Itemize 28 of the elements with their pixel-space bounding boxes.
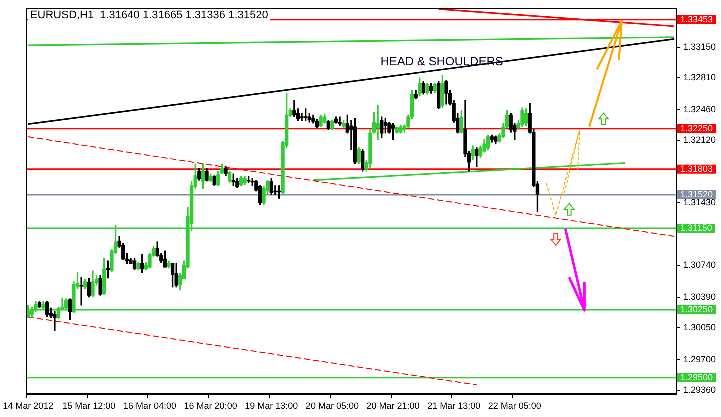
x-tick-label: 22 Mar 05:00 bbox=[488, 401, 542, 412]
x-tick-label: 21 Mar 13:00 bbox=[428, 401, 481, 412]
y-tick-label: 1.30050 bbox=[683, 322, 716, 333]
x-tick-label: 20 Mar 21:00 bbox=[366, 401, 420, 412]
y-tick-label: 1.30740 bbox=[683, 260, 716, 270]
y-tick-label: 1.33150 bbox=[683, 42, 716, 52]
x-tick-label: 14 Mar 2012 bbox=[3, 401, 54, 412]
annotation: HEAD & SHOULDERS bbox=[380, 54, 504, 69]
x-tick-label: 16 Mar 04:00 bbox=[123, 401, 177, 412]
x-tick-label: 20 Mar 05:00 bbox=[306, 401, 359, 412]
y-tick-label: 1.31430 bbox=[683, 198, 716, 208]
y-tick-label: 1.32810 bbox=[683, 72, 716, 83]
y-tick-label: 1.32120 bbox=[683, 135, 716, 146]
ref-line-label: 1.30250 bbox=[680, 304, 714, 314]
y-tick-label: 1.29360 bbox=[683, 385, 716, 396]
y-tick-label: 1.32460 bbox=[683, 104, 716, 114]
chart-title: EURUSD,H1 1.31640 1.31665 1.31336 1.31520 bbox=[30, 9, 268, 22]
y-tick-label: 1.30390 bbox=[683, 292, 716, 302]
ref-line-label: 1.33453 bbox=[680, 14, 714, 24]
ref-line-label: 1.31803 bbox=[680, 164, 714, 174]
x-tick-label: 16 Mar 20:00 bbox=[184, 401, 238, 412]
y-tick-label: 1.29700 bbox=[683, 354, 716, 364]
x-tick-label: 19 Mar 13:00 bbox=[245, 401, 298, 412]
ref-line-label: 1.32250 bbox=[680, 123, 714, 134]
ref-line-label: 1.29500 bbox=[680, 372, 714, 382]
ref-line-label: 1.31520 bbox=[680, 189, 714, 200]
x-tick-label: 15 Mar 12:00 bbox=[62, 401, 116, 412]
ref-line-label: 1.31150 bbox=[680, 222, 712, 233]
